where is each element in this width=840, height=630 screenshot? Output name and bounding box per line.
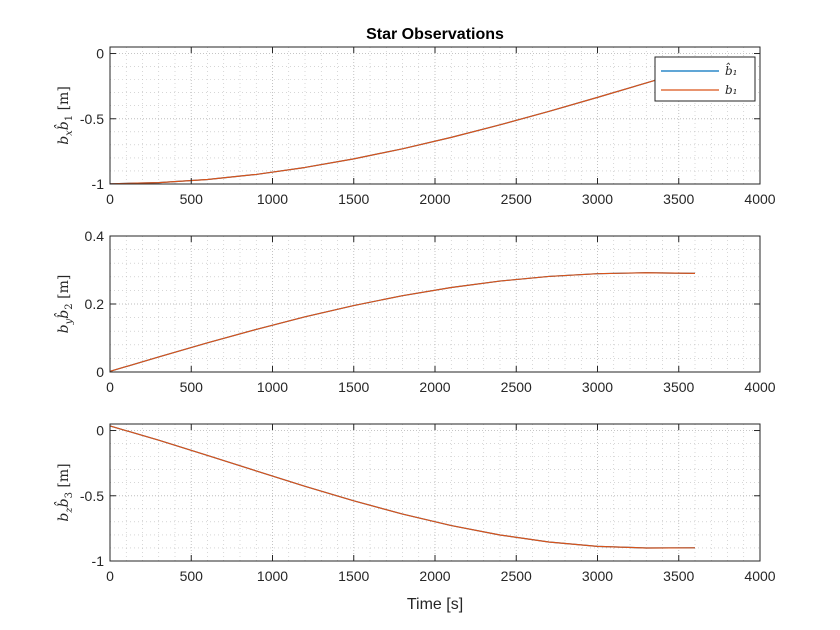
legend-label: b₁ — [725, 83, 738, 97]
x-tick-label: 3000 — [582, 379, 613, 395]
x-tick-label: 2000 — [419, 379, 450, 395]
legend-label: b̂₁ — [725, 61, 738, 78]
y-tick-label: 0.4 — [85, 228, 105, 244]
subplot-2: 0 500 1000 1500 2000 2500 3000 3500 4000 0.4 0.2 0 b… — [53, 228, 776, 395]
x-tick-label: 1500 — [338, 568, 369, 584]
x-tick-label: 3500 — [663, 568, 694, 584]
x-tick-label: 2500 — [501, 568, 532, 584]
x-tick-label: 0 — [106, 379, 114, 395]
x-tick-label: 4000 — [744, 379, 775, 395]
x-tick-label: 2500 — [501, 379, 532, 395]
x-tick-label: 0 — [106, 191, 114, 207]
y-tick-label: -1 — [92, 176, 105, 192]
x-tick-label: 3500 — [663, 379, 694, 395]
x-tick-label: 2000 — [419, 568, 450, 584]
y-tick-label: 0 — [96, 423, 104, 439]
x-tick-label: 1000 — [257, 379, 288, 395]
x-tick-label: 500 — [180, 568, 204, 584]
x-tick-label: 1500 — [338, 379, 369, 395]
y-axis-label: bzb̂3 [m] — [53, 463, 75, 521]
x-tick-label: 3000 — [582, 568, 613, 584]
series-line-b — [109, 67, 696, 185]
y-tick-label: -1 — [92, 553, 105, 569]
subplots: 0 500 1000 1500 2000 2500 3000 3500 4000 0 -0.5 -1 b… — [53, 46, 776, 584]
y-tick-label: -0.5 — [80, 488, 104, 504]
x-tick-label: 2000 — [419, 191, 450, 207]
y-axis-label: bxb̂1 [m] — [53, 86, 75, 145]
x-axis-label: Time [s] — [407, 596, 463, 613]
y-tick-label: 0 — [96, 364, 104, 380]
x-tick-label: 3000 — [582, 191, 613, 207]
legend: b̂₁ b₁ — [654, 56, 756, 102]
x-tick-label: 1500 — [338, 191, 369, 207]
x-tick-label: 500 — [180, 379, 204, 395]
x-tick-label: 500 — [180, 191, 204, 207]
x-tick-label: 4000 — [744, 568, 775, 584]
x-tick-label: 0 — [106, 568, 114, 584]
x-tick-label: 1000 — [257, 568, 288, 584]
y-tick-label: 0 — [96, 46, 104, 62]
chart-title: Star Observations — [366, 26, 504, 43]
y-tick-label: 0.2 — [85, 296, 105, 312]
subplot-1: 0 500 1000 1500 2000 2500 3000 3500 4000 0 -0.5 -1 b… — [53, 46, 776, 207]
x-tick-label: 4000 — [744, 191, 775, 207]
x-tick-label: 1000 — [257, 191, 288, 207]
x-tick-label: 2500 — [501, 191, 532, 207]
x-tick-label: 3500 — [663, 191, 694, 207]
series-line-b — [109, 272, 696, 372]
y-axis-label: byb̂2 [m] — [53, 275, 75, 334]
y-tick-label: -0.5 — [80, 111, 104, 127]
subplot-3: 0 500 1000 1500 2000 2500 3000 3500 4000 0 -0.5 -1 b… — [53, 423, 776, 584]
series-line-b — [109, 425, 696, 549]
legend-box — [654, 56, 756, 102]
